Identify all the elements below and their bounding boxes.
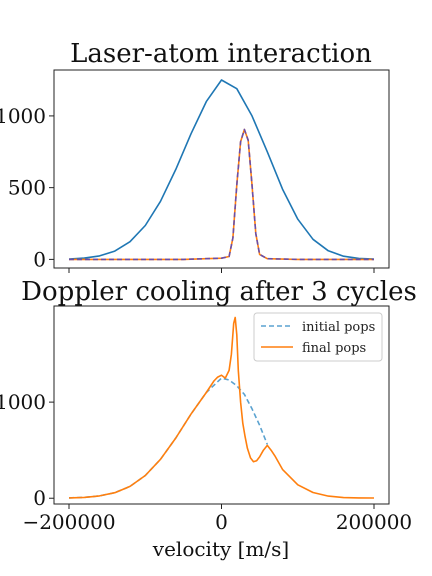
chart-top-ytick-label: 1000	[0, 104, 46, 128]
chart-bottom-xtick-label: 0	[215, 510, 228, 534]
chart-top: Laser-atom interaction 0 500 1000	[0, 39, 390, 273]
chart-top-title: Laser-atom interaction	[70, 39, 372, 69]
chart-bottom-line-final-pops	[68, 316, 375, 499]
chart-bottom-series	[68, 316, 375, 499]
chart-bottom-ytick-label: 1000	[0, 390, 46, 414]
legend-box	[253, 312, 383, 362]
chart-top-ytick-label: 500	[8, 176, 46, 200]
chart-bottom: Doppler cooling after 3 cycles 0 1000 −200…	[0, 277, 417, 561]
chart-bottom-title: Doppler cooling after 3 cycles	[21, 277, 417, 307]
chart-bottom-xtick-label: −200000	[22, 510, 115, 534]
chart-top-axes-frame	[53, 69, 390, 269]
chart-top-ytick-label: 0	[33, 247, 46, 271]
chart-top-ticks: 0 500 1000	[0, 104, 375, 273]
legend: initial pops final pops	[253, 312, 383, 362]
legend-label-initial-pops: initial pops	[302, 320, 375, 335]
chart-bottom-ytick-label: 0	[33, 486, 46, 510]
chart-top-line-series-1	[69, 128, 374, 261]
chart-bottom-line-initial-pops	[68, 377, 269, 499]
chart-bottom-xtick-label: 200000	[336, 510, 412, 534]
chart-top-line-series-2	[69, 128, 374, 261]
chart-top-series	[68, 79, 375, 261]
x-axis-label: velocity [m/s]	[152, 537, 289, 561]
legend-label-final-pops: final pops	[302, 341, 366, 356]
chart-top-line-series-0	[68, 79, 375, 260]
